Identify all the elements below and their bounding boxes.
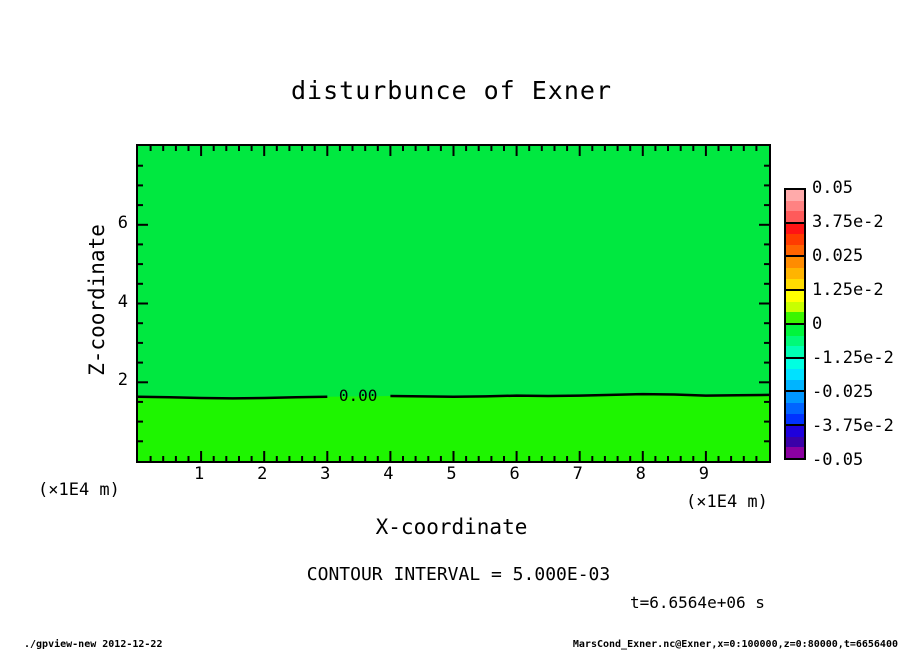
zero-contour-line	[138, 395, 328, 400]
plot-title: disturbunce of Exner	[290, 76, 613, 105]
colorbar-band	[786, 390, 804, 403]
colorbar-band	[786, 322, 804, 336]
colorbar-label: 0	[812, 314, 823, 334]
colorbar-label: -1.25e-2	[812, 348, 894, 368]
colorbar-band	[786, 447, 804, 458]
colorbar-band	[786, 244, 804, 256]
x-tick-label: 1	[193, 464, 205, 484]
x-axis-unit-label: (×1E4 m)	[686, 492, 768, 512]
colorbar-band	[786, 200, 804, 212]
colorbar-band	[786, 436, 804, 448]
colorbar-band	[786, 379, 804, 391]
x-tick-label: 6	[509, 464, 520, 484]
colorbar-band	[786, 190, 804, 201]
x-tick-label: 7	[572, 464, 583, 484]
colorbar-label: 0.05	[812, 178, 853, 198]
x-tick-label: 8	[635, 464, 646, 484]
colorbar-band	[786, 356, 804, 370]
lower-region-fill	[138, 394, 769, 461]
colorbar-label: -0.025	[812, 382, 874, 402]
time-annotation: t=6.6564e+06 s	[630, 593, 765, 612]
z-tick-label: 2	[117, 370, 128, 391]
colorbar-band	[786, 268, 804, 279]
x-tick-label: 5	[446, 464, 457, 484]
x-tick-label: 2	[257, 464, 268, 484]
zero-contour-label: 0.00	[338, 386, 378, 406]
colorbar-band	[786, 369, 804, 380]
x-tick-label: 9	[698, 464, 710, 484]
colorbar	[784, 188, 806, 460]
footer-data-source: MarsCond_Exner.nc@Exner,x=0:100000,z=0:8…	[572, 639, 898, 650]
colorbar-label: -3.75e-2	[812, 416, 894, 436]
colorbar-band	[786, 312, 804, 323]
colorbar-band	[786, 424, 804, 437]
z-tick-label: 4	[117, 291, 128, 312]
colorbar-band	[786, 211, 804, 222]
colorbar-label: 0.025	[812, 246, 864, 266]
colorbar-band	[786, 289, 804, 302]
colorbar-band	[786, 255, 804, 269]
colorbar-band	[786, 346, 804, 357]
colorbar-band	[786, 234, 804, 245]
colorbar-band	[786, 335, 804, 347]
z-tick-label: 6	[117, 212, 128, 233]
colorbar-label: -0.05	[812, 450, 864, 470]
footer-command-stamp: ./gpview-new 2012-12-22	[24, 639, 163, 650]
contour-interval-annotation: CONTOUR INTERVAL = 5.000E-03	[306, 564, 611, 585]
x-axis-label: X-coordinate	[375, 515, 528, 539]
colorbar-label: 1.25e-2	[812, 280, 884, 300]
x-tick-label: 4	[383, 464, 394, 484]
plot-area: 0.00	[136, 144, 771, 463]
colorbar-band	[786, 402, 804, 414]
contour-plot-svg	[138, 146, 769, 461]
colorbar-band	[786, 278, 804, 290]
colorbar-label: 3.75e-2	[812, 212, 884, 232]
colorbar-band	[786, 301, 804, 313]
colorbar-band	[786, 413, 804, 425]
z-axis-unit-label: (×1E4 m)	[38, 480, 120, 500]
zero-contour-line	[390, 392, 769, 399]
colorbar-band	[786, 221, 804, 235]
x-tick-label: 3	[320, 464, 331, 484]
